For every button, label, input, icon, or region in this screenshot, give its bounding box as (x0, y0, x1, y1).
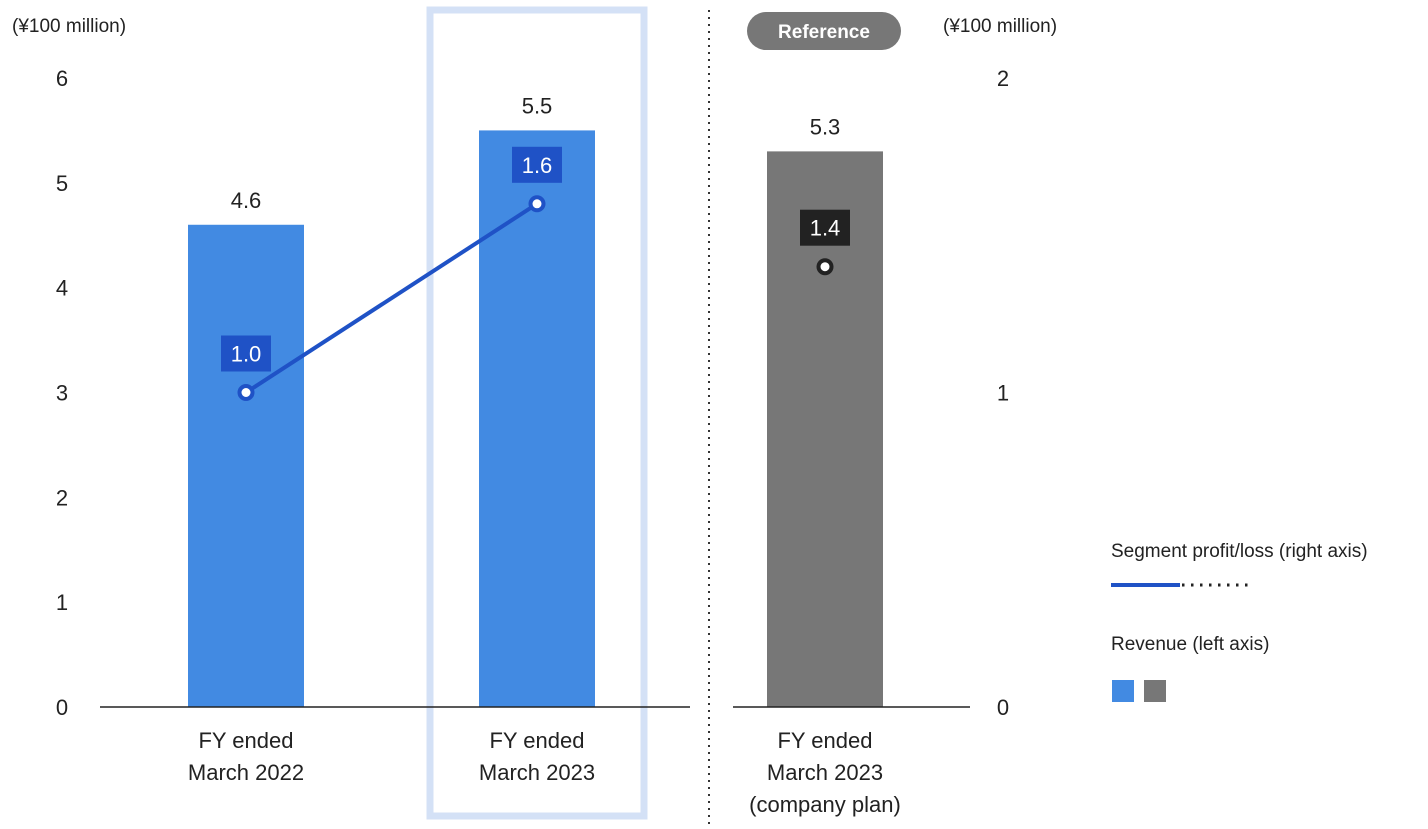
revenue-bar-1 (479, 130, 595, 707)
legend-revenue-actual-swatch (1112, 680, 1134, 702)
right-tick-label-0: 0 (997, 695, 1009, 720)
profit-point-1 (528, 195, 546, 213)
left-tick-label-6: 6 (56, 66, 68, 91)
category-label-1-1: March 2023 (479, 760, 595, 785)
left-tick-label-0: 0 (56, 695, 68, 720)
category-label-2-0: FY ended (777, 728, 872, 753)
profit-value-2: 1.4 (810, 216, 841, 241)
category-label-0-0: FY ended (198, 728, 293, 753)
left-tick-label-1: 1 (56, 590, 68, 615)
reference-badge-label: Reference (778, 22, 870, 43)
axes-layer: (¥100 million) (¥100 million) 0 1 2 3 4 5 6 0 1 2 Re… (12, 10, 1057, 829)
profit-label-box-1 (512, 146, 562, 183)
legend: Segment profit/loss (right axis) Revenue … (1111, 541, 1368, 702)
highlight-frame (426, 6, 648, 820)
reference-badge (747, 12, 901, 50)
profit-label-box-0 (221, 335, 271, 372)
revenue-value-0: 4.6 (231, 188, 262, 213)
profit-point-0 (237, 384, 255, 401)
category-label-2-1: March 2023 (767, 760, 883, 785)
labels-layer: 4.6 5.5 5.3 1.0 1.6 1.4 FY ended March 2022 FY e… (188, 93, 901, 817)
category-label-0-1: March 2022 (188, 760, 304, 785)
legend-revenue-label: Revenue (left axis) (1111, 634, 1269, 655)
bars-layer (188, 130, 883, 708)
category-label-1-0: FY ended (489, 728, 584, 753)
legend-profit-label: Segment profit/loss (right axis) (1111, 541, 1368, 562)
left-axis-unit: (¥100 million) (12, 16, 126, 37)
profit-label-box-2 (800, 209, 850, 246)
profit-value-1: 1.6 (522, 153, 553, 178)
left-tick-label-3: 3 (56, 381, 68, 406)
left-tick-label-5: 5 (56, 171, 68, 196)
right-tick-label-2: 2 (997, 66, 1009, 91)
category-label-2-2: (company plan) (749, 792, 901, 817)
right-axis-unit: (¥100 million) (943, 16, 1057, 37)
right-tick-label-1: 1 (997, 381, 1009, 406)
profit-line-layer (237, 195, 834, 401)
highlight-layer (426, 6, 648, 820)
revenue-bar-0 (188, 224, 304, 707)
profit-value-0: 1.0 (231, 342, 262, 367)
revenue-value-2: 5.3 (810, 114, 841, 139)
profit-point-2 (816, 258, 834, 276)
left-tick-label-4: 4 (56, 276, 68, 301)
left-tick-label-2: 2 (56, 485, 68, 510)
legend-revenue-plan-swatch (1144, 680, 1166, 702)
revenue-value-1: 5.5 (522, 93, 553, 118)
profit-line (244, 202, 539, 395)
